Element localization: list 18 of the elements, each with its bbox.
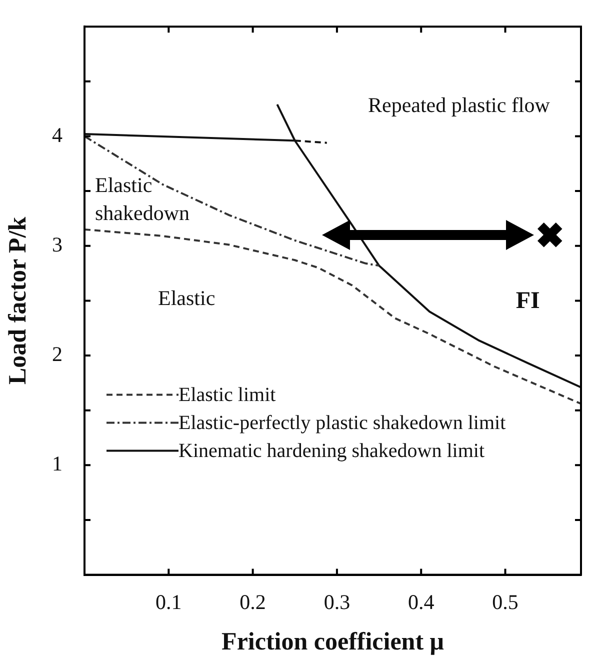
y-tick-label: 1 [52,452,62,476]
x-tick-label: 0.4 [408,590,435,614]
x-axis-title: Friction coefficient μ [222,628,444,656]
annotation: Elastic [158,286,216,310]
legend-label: Elastic limit [178,384,276,406]
y-axis-title: Load factor P/k [4,216,32,384]
annotation: Repeated plastic flow [368,93,551,117]
legend-label: Kinematic hardening shakedown limit [178,440,485,462]
y-tick-label: 3 [52,232,62,256]
x-tick-label: 0.5 [492,590,518,614]
y-tick-label: 2 [52,342,62,366]
x-tick-label: 0.3 [324,590,350,614]
y-tick-label: 4 [52,122,63,147]
x-tick-label: 0.1 [156,590,182,614]
annotation: Elastic shakedown [95,173,190,225]
x-tick-label: 0.2 [240,590,266,614]
legend-label: Elastic-perfectly plastic shakedown limit [178,412,506,434]
series-label: FI [516,288,540,314]
